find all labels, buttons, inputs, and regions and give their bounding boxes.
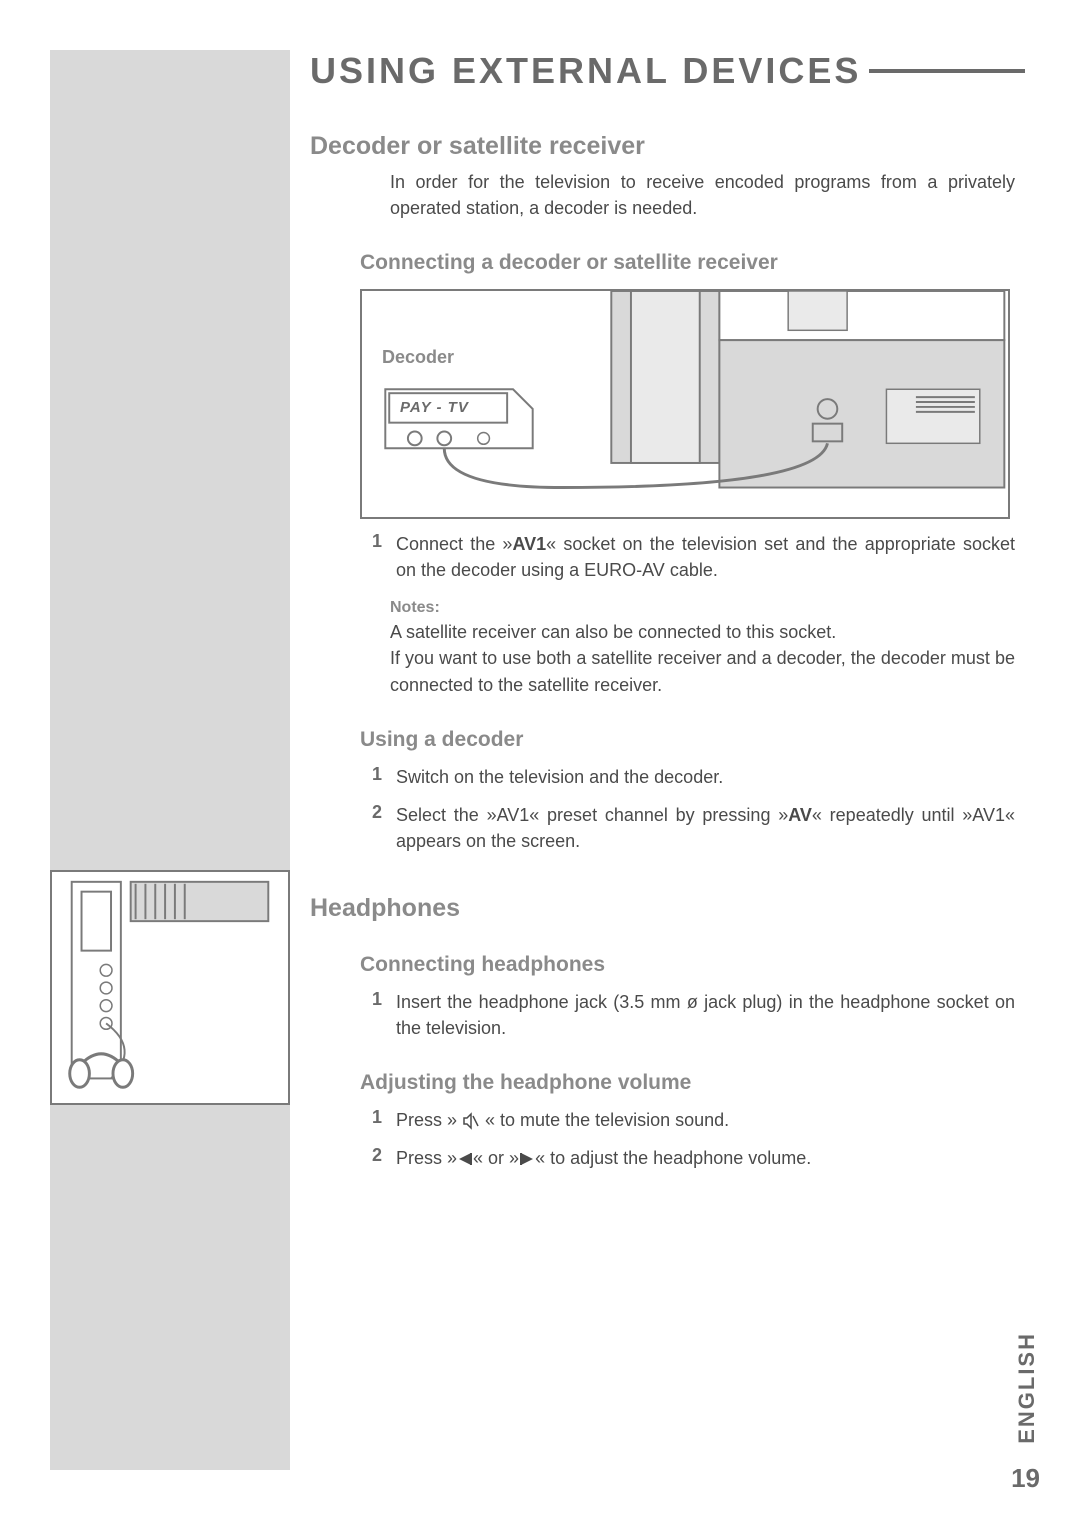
step-number: 2 xyxy=(360,802,382,854)
section-decoder-title: Decoder or satellite receiver xyxy=(310,132,1025,161)
connect-decoder-step1: 1 Connect the »AV1« socket on the televi… xyxy=(310,531,1025,583)
step-number: 2 xyxy=(360,1145,382,1171)
step-number: 1 xyxy=(360,1107,382,1133)
step-number: 1 xyxy=(360,764,382,790)
subsection-connecting-headphones: Connecting headphones xyxy=(360,953,1025,977)
step-text: Switch on the television and the decoder… xyxy=(396,764,1015,790)
page-number: 19 xyxy=(1011,1463,1040,1494)
using-decoder-step1: 1 Switch on the television and the decod… xyxy=(310,764,1025,790)
notes-block: Notes: A satellite receiver can also be … xyxy=(390,599,1015,697)
diagram-label-paytv: PAY - TV xyxy=(400,399,469,416)
chapter-rule xyxy=(869,69,1025,73)
subsection-adjusting-volume: Adjusting the headphone volume xyxy=(360,1071,1025,1095)
adjust-volume-step2: 2 Press »« or »« to adjust the headphone… xyxy=(310,1145,1025,1171)
volume-down-icon xyxy=(457,1152,473,1166)
notes-label: Notes: xyxy=(390,599,1015,617)
step-text: Press » « to mute the television sound. xyxy=(396,1107,1015,1133)
using-decoder-step2: 2 Select the »AV1« preset channel by pre… xyxy=(310,802,1025,854)
step-text: Insert the headphone jack (3.5 mm ø jack… xyxy=(396,989,1015,1041)
main-content: USING EXTERNAL DEVICES Decoder or satell… xyxy=(310,50,1025,1171)
subsection-using-decoder: Using a decoder xyxy=(360,728,1025,752)
adjust-volume-step1: 1 Press » « to mute the television sound… xyxy=(310,1107,1025,1133)
subsection-connecting-decoder: Connecting a decoder or satellite receiv… xyxy=(360,251,1025,275)
decoder-diagram: Decoder PAY - TV xyxy=(360,289,1010,519)
step-text: Select the »AV1« preset channel by press… xyxy=(396,802,1015,854)
chapter-title: USING EXTERNAL DEVICES xyxy=(310,50,1025,92)
section-headphones-title: Headphones xyxy=(310,894,1025,923)
volume-up-icon xyxy=(519,1152,535,1166)
step-number: 1 xyxy=(360,989,382,1041)
section-decoder-intro: In order for the television to receive e… xyxy=(390,169,1015,221)
step-text: Press »« or »« to adjust the headphone v… xyxy=(396,1145,1015,1171)
sidebar-strip xyxy=(50,50,290,1470)
notes-body: A satellite receiver can also be connect… xyxy=(390,619,1015,697)
connect-headphones-step1: 1 Insert the headphone jack (3.5 mm ø ja… xyxy=(310,989,1025,1041)
diagram-label-decoder: Decoder xyxy=(382,347,454,368)
headphone-illustration xyxy=(50,870,290,1105)
step-number: 1 xyxy=(360,531,382,583)
language-tab: ENGLISH xyxy=(1014,1332,1040,1444)
manual-page: USING EXTERNAL DEVICES Decoder or satell… xyxy=(0,0,1080,1529)
step-text: Connect the »AV1« socket on the televisi… xyxy=(396,531,1015,583)
mute-icon xyxy=(462,1112,480,1130)
chapter-title-text: USING EXTERNAL DEVICES xyxy=(310,50,861,92)
